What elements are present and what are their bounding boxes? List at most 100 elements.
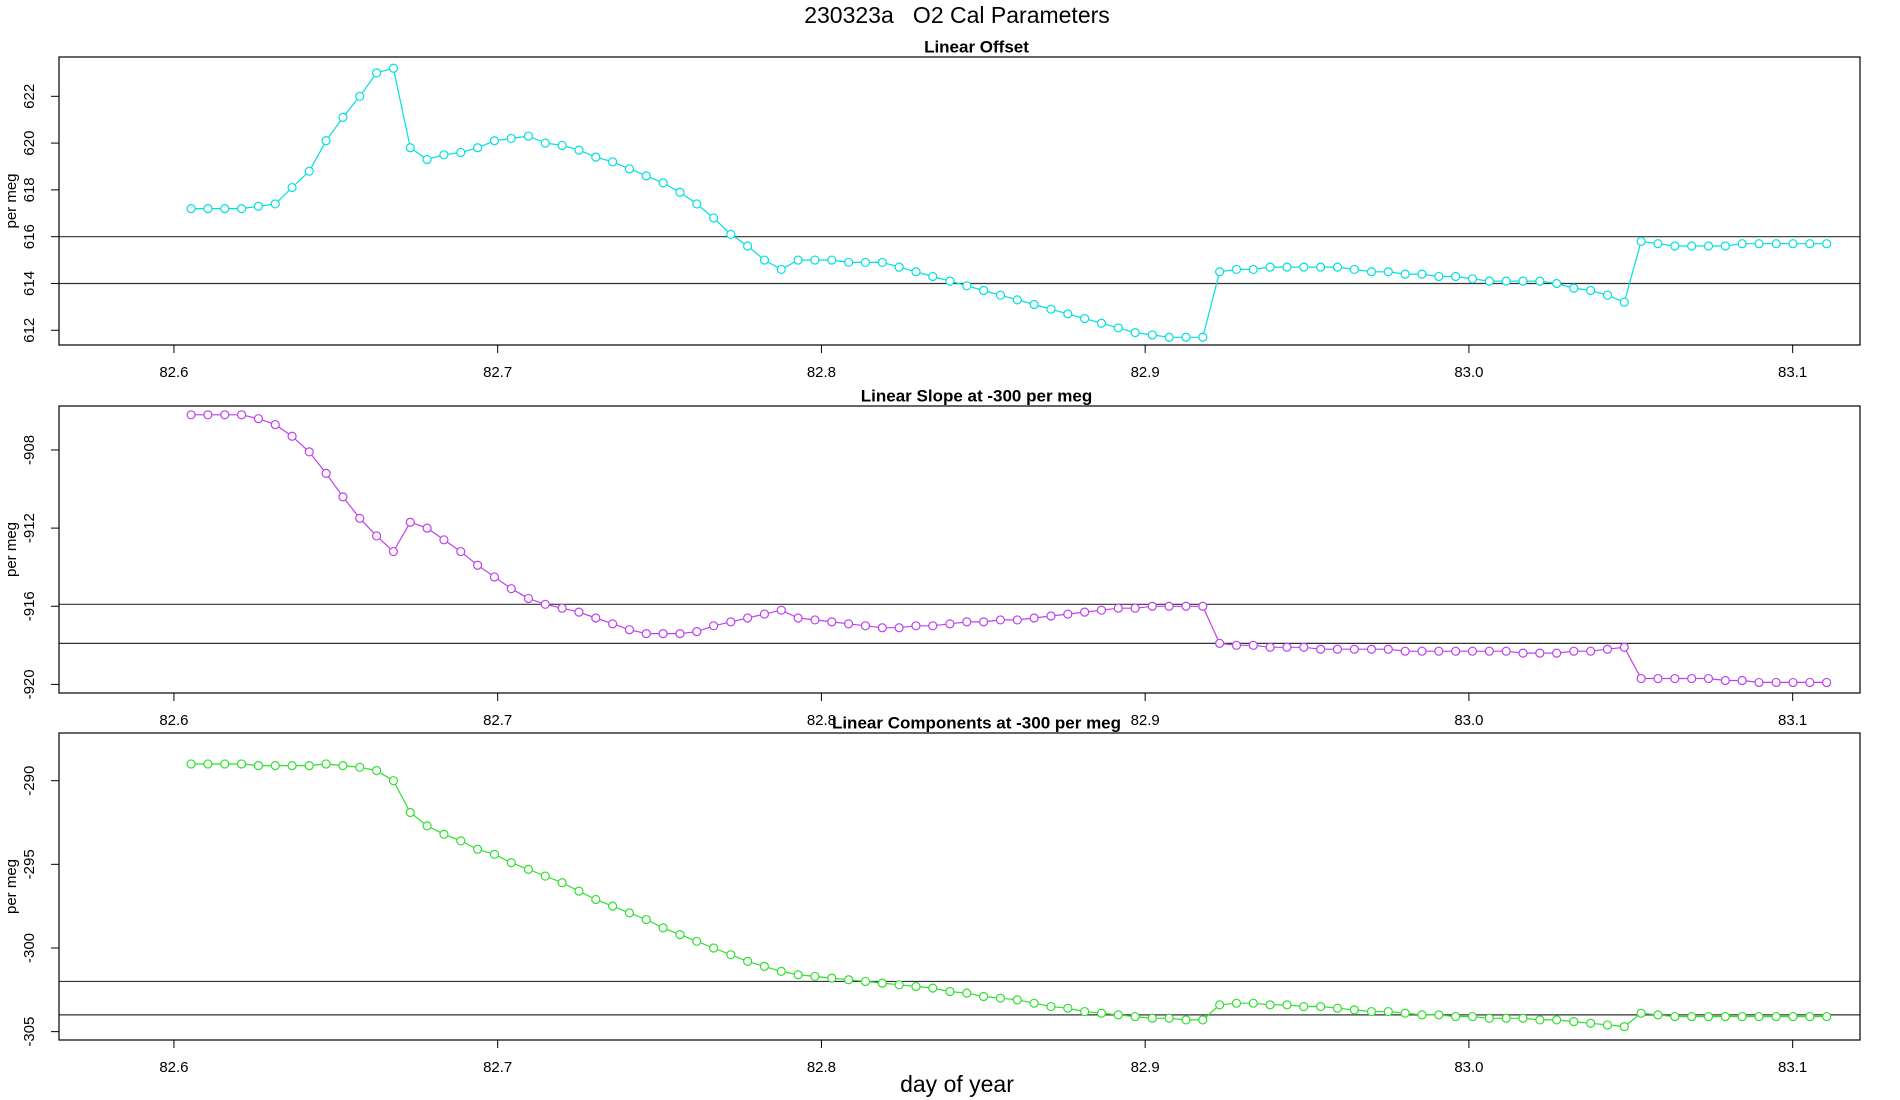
data-point <box>1586 1018 1596 1028</box>
data-point <box>591 894 601 905</box>
data-point <box>1349 264 1359 275</box>
data-point <box>574 607 584 617</box>
figure-title: 230323a O2 Cal Parameters <box>804 2 1110 28</box>
data-point <box>405 143 415 153</box>
data-point <box>1282 262 1292 272</box>
data-point <box>422 523 432 533</box>
data-point <box>1316 644 1326 654</box>
data-point <box>827 617 837 627</box>
data-point <box>1434 646 1444 656</box>
data-point <box>506 584 516 594</box>
data-point <box>1282 1000 1292 1010</box>
data-point <box>1805 239 1815 249</box>
data-point <box>1299 1001 1309 1012</box>
data-point <box>1215 638 1225 648</box>
data-point <box>1754 677 1764 688</box>
x-tick-label: 82.7 <box>483 712 512 729</box>
data-point <box>945 986 955 997</box>
data-point <box>186 759 196 769</box>
data-point <box>1332 1003 1343 1013</box>
data-point <box>557 878 567 888</box>
data-point <box>995 615 1006 625</box>
data-point <box>860 976 871 987</box>
plot-frame <box>58 732 1861 1041</box>
data-point <box>540 871 550 881</box>
data-point <box>1383 267 1393 277</box>
data-point <box>270 199 280 209</box>
data-point <box>1788 1011 1798 1022</box>
x-tick-label: 83.1 <box>1778 712 1807 729</box>
data-point <box>1029 998 1039 1008</box>
data-point <box>304 761 314 771</box>
data-point <box>1046 1001 1056 1012</box>
data-point <box>1198 332 1208 342</box>
data-point <box>253 201 264 211</box>
y-tick-label: 620 <box>21 131 38 156</box>
data-point <box>321 759 331 769</box>
data-point <box>945 276 955 286</box>
data-point <box>355 91 365 101</box>
data-point <box>928 271 938 282</box>
data-point <box>1670 1011 1680 1022</box>
data-point <box>1231 264 1242 275</box>
data-point <box>1434 1010 1444 1020</box>
data-point <box>1602 290 1613 300</box>
data-point <box>523 131 534 141</box>
data-point <box>1687 241 1697 251</box>
data-point <box>1670 241 1680 251</box>
data-point <box>1788 677 1798 688</box>
data-point <box>1113 1010 1123 1020</box>
data-point <box>1552 1015 1562 1025</box>
y-tick-label: -920 <box>21 669 38 699</box>
data-point <box>338 761 348 771</box>
data-point <box>1653 1010 1663 1020</box>
data-point <box>675 929 685 940</box>
data-point <box>1737 675 1747 686</box>
data-point <box>641 914 651 925</box>
data-point <box>860 621 871 631</box>
data-point <box>1467 1011 1478 1022</box>
data-point <box>1484 276 1494 286</box>
data-line <box>191 67 1827 338</box>
data-point <box>726 229 736 239</box>
data-point <box>1063 1003 1073 1013</box>
data-point <box>692 627 702 637</box>
data-point <box>1029 613 1039 623</box>
data-point <box>186 410 196 420</box>
data-point <box>456 546 466 557</box>
data-point <box>1198 1015 1208 1025</box>
data-point <box>1754 1011 1764 1022</box>
data-point <box>962 281 972 291</box>
data-point <box>1198 601 1208 611</box>
data-point <box>675 187 685 197</box>
data-point <box>1687 1011 1697 1022</box>
data-point <box>860 257 871 268</box>
x-tick-label: 82.9 <box>1131 364 1160 381</box>
data-point <box>1231 640 1242 650</box>
x-tick-label: 82.9 <box>1131 712 1160 729</box>
y-tick-label: 618 <box>21 177 38 202</box>
x-tick-label: 83.0 <box>1454 1059 1483 1076</box>
data-point <box>1451 271 1461 282</box>
data-point <box>489 136 500 146</box>
data-point <box>726 950 736 960</box>
data-point <box>979 617 989 627</box>
data-point <box>1231 998 1242 1008</box>
data-point <box>287 431 297 441</box>
x-tick-label: 82.8 <box>807 1059 836 1076</box>
data-point <box>1670 673 1680 684</box>
data-point <box>759 609 770 619</box>
data-point <box>1636 1008 1646 1018</box>
data-line <box>191 414 1827 683</box>
data-point <box>1181 601 1191 611</box>
data-point <box>1518 648 1528 658</box>
panel-title: Linear Slope at -300 per meg <box>861 386 1092 405</box>
data-point <box>624 908 635 918</box>
data-point <box>995 290 1006 300</box>
data-point <box>1215 267 1225 277</box>
data-point <box>439 829 449 839</box>
data-point <box>1147 330 1157 340</box>
data-point <box>1299 262 1309 272</box>
data-point <box>1720 675 1730 686</box>
